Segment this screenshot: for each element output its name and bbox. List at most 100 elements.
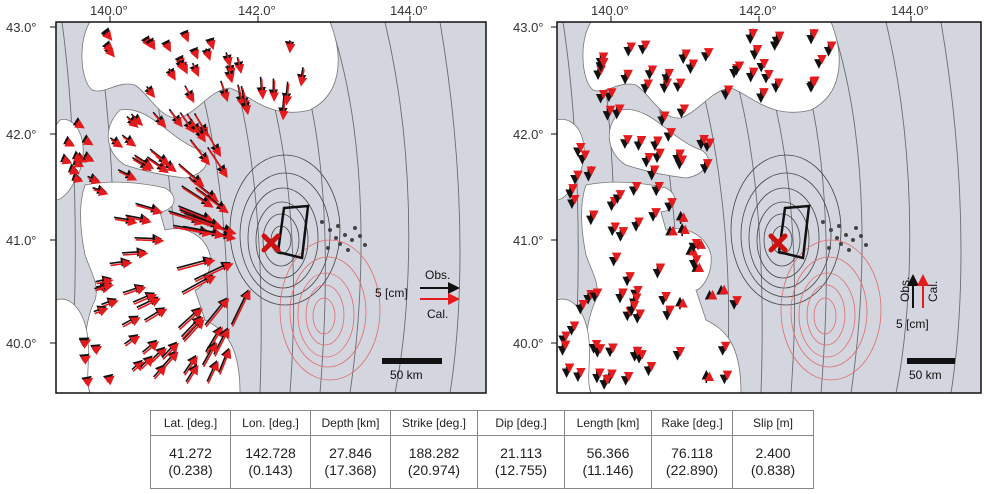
lat-tick-label: 41.0° (6, 233, 37, 248)
table-cell: 27.846 (17.368) (310, 435, 391, 489)
red-slip-contours (780, 239, 882, 381)
displacement-arrow (190, 141, 210, 166)
table-row: 41.272 (0.238) 142.728 (0.143) 27.846 (17.3… (150, 435, 814, 489)
displacement-arrow (179, 165, 205, 188)
error: (0.238) (168, 462, 213, 478)
displacement-arrow (178, 308, 203, 331)
displacement-arrow (182, 275, 217, 295)
displacement-arrow (150, 150, 171, 167)
legend-cal-label: Cal. (427, 307, 448, 321)
map-frame (55, 21, 487, 394)
value: 56.366 (586, 445, 630, 461)
lon-tick-label: 144.0° (390, 3, 428, 18)
displacement-arrow (123, 249, 149, 259)
column-header: Slip [m] (732, 410, 814, 436)
displacement-arrow (162, 41, 171, 53)
lon-tick-label: 142.0° (739, 3, 777, 18)
displacement-arrow (166, 69, 176, 81)
column-header: Length [km] (564, 410, 652, 436)
epicenter-marker (768, 233, 788, 253)
displacement-arrow (61, 155, 73, 165)
displacement-arrow (122, 136, 137, 147)
displacement-arrow (234, 59, 245, 74)
displacement-arrows (60, 27, 308, 388)
legend-obs-label: Obs. (898, 277, 912, 302)
map-svg-vertical: 140.0° 142.0° 144.0° 43.0° 42.0° 41.0° 4… (513, 3, 982, 394)
column-header: Lon. [deg.] (230, 410, 311, 436)
aftershock-dots (320, 220, 367, 252)
displacement-arrow (169, 110, 183, 128)
displacement-arrow (69, 165, 80, 175)
scalebar-bar (382, 358, 442, 364)
displacement-arrow (114, 216, 138, 227)
displacement-arrow (206, 39, 216, 51)
displacement-arrow (102, 30, 113, 41)
table-header-row: Lat. [deg.] Lon. [deg.] Depth [km] Strik… (150, 410, 814, 436)
table-cell: 21.113 (12.755) (477, 435, 565, 489)
lat-tick-label: 42.0° (6, 127, 37, 142)
error: (17.368) (324, 462, 377, 478)
value: 188.282 (408, 445, 460, 461)
displacement-arrow (223, 54, 233, 68)
legend-horizontal: Obs. 5 [cm] Cal. (375, 268, 460, 321)
displacement-arrow (184, 227, 225, 240)
table-cell: 2.400 (0.838) (732, 435, 814, 489)
displacement-arrow (88, 175, 102, 185)
displacement-arrow (202, 342, 218, 368)
map-frame (556, 21, 982, 394)
error: (11.146) (582, 462, 634, 478)
displacement-arrow (83, 153, 95, 162)
value: 2.400 (755, 445, 791, 461)
displacement-arrow (163, 351, 179, 369)
displacement-arrow (73, 152, 84, 162)
displacement-arrow (134, 233, 163, 244)
displacement-arrow (80, 355, 92, 365)
red-slip-contours (279, 239, 381, 381)
displacement-arrow (184, 214, 224, 230)
legend-scale-label: 5 [cm] (896, 317, 929, 331)
lon-tick-label: 142.0° (238, 3, 276, 18)
displacement-arrow (146, 39, 156, 51)
lat-tick-label: 42.0° (513, 127, 544, 142)
value: 41.272 (169, 445, 212, 461)
displacement-arrow (144, 308, 168, 323)
displacement-arrow (186, 364, 199, 385)
displacement-arrow (191, 120, 206, 143)
displacement-arrow (103, 42, 113, 53)
value: 21.113 (500, 445, 542, 461)
fault-parameters-table: Lat. [deg.] Lon. [deg.] Depth [km] Strik… (150, 410, 814, 489)
scalebar-bar (907, 358, 955, 364)
legend-cal-label: Cal. (926, 281, 940, 302)
displacement-arrow (127, 117, 139, 128)
column-header: Depth [km] (310, 410, 391, 436)
error: (12.755) (494, 462, 548, 478)
displacement-arrow (96, 277, 114, 287)
displacement-arrow (208, 148, 228, 179)
lon-tick-label: 140.0° (90, 3, 128, 18)
lat-tick-label: 40.0° (6, 336, 37, 351)
displacement-arrow (205, 298, 230, 328)
displacement-arrow (82, 377, 94, 388)
legend-vertical: Obs. Cal. 5 [cm] (896, 274, 940, 331)
displacement-arrow (220, 82, 230, 103)
displacement-arrows (557, 28, 837, 390)
displacement-arrow (151, 347, 167, 363)
displacement-arrow (153, 113, 167, 128)
displacement-arrow (190, 49, 199, 60)
displacement-arrow (182, 187, 214, 208)
displacement-arrow (79, 340, 91, 349)
displacement-arrow (285, 42, 296, 54)
table-cell: 76.118 (22.890) (651, 435, 733, 489)
displacement-arrow (205, 130, 222, 158)
displacement-arrow (123, 285, 147, 296)
displacement-arrow (132, 361, 145, 373)
displacement-arrow (73, 158, 85, 168)
displacement-arrow (135, 235, 165, 246)
displacement-arrow (180, 31, 190, 43)
lon-tick-label: 144.0° (891, 3, 929, 18)
displacement-arrow (64, 137, 76, 147)
table-cell: 41.272 (0.238) (150, 435, 231, 489)
map-panel-vertical: 140.0° 142.0° 144.0° 43.0° 42.0° 41.0° 4… (493, 0, 986, 400)
displacement-arrow (142, 341, 159, 355)
displacement-arrow (122, 317, 141, 328)
